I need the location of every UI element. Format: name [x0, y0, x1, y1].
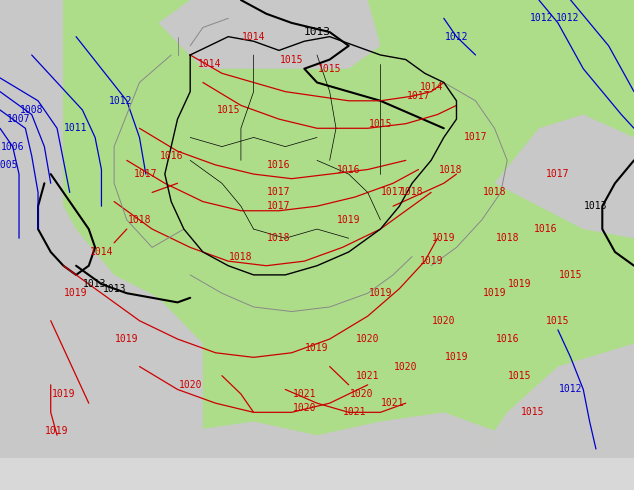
Text: 1016: 1016: [337, 165, 361, 174]
Text: 1018: 1018: [267, 233, 291, 243]
Text: 1020: 1020: [349, 389, 373, 399]
Text: 1015: 1015: [559, 270, 583, 280]
Text: 1017: 1017: [381, 187, 405, 197]
Text: 1019: 1019: [305, 343, 329, 353]
Text: 1017: 1017: [463, 132, 488, 143]
Text: 1021: 1021: [356, 370, 380, 381]
Text: 1018: 1018: [482, 187, 507, 197]
Text: 1021: 1021: [292, 389, 316, 399]
Text: Tu 28-05-2024 18:00 UTC (12+54): Tu 28-05-2024 18:00 UTC (12+54): [444, 465, 634, 477]
Text: 1019: 1019: [444, 352, 469, 363]
Text: 1017: 1017: [134, 169, 158, 179]
Text: 1018: 1018: [495, 233, 519, 243]
Polygon shape: [495, 115, 634, 238]
Text: 1016: 1016: [159, 151, 183, 161]
Text: 1014: 1014: [89, 247, 113, 257]
Text: 1017: 1017: [406, 91, 430, 101]
Text: 1012: 1012: [530, 13, 554, 24]
Text: 1019: 1019: [45, 426, 69, 436]
Text: 1006: 1006: [1, 142, 25, 151]
Text: 1018: 1018: [229, 251, 253, 262]
Text: 1015: 1015: [280, 54, 304, 65]
Text: 1019: 1019: [337, 215, 361, 225]
Text: 1017: 1017: [267, 201, 291, 211]
Polygon shape: [0, 0, 51, 115]
Text: 1012: 1012: [555, 13, 579, 24]
Text: 1019: 1019: [368, 288, 392, 298]
Text: 1020: 1020: [394, 362, 418, 371]
Text: 1019: 1019: [419, 256, 443, 266]
Text: 1016: 1016: [533, 224, 557, 234]
Text: 1018: 1018: [400, 187, 424, 197]
Text: 1019: 1019: [51, 389, 75, 399]
Text: 1015: 1015: [368, 119, 392, 129]
Text: 1014: 1014: [242, 32, 266, 42]
Text: 1021: 1021: [343, 407, 367, 417]
Polygon shape: [0, 115, 203, 458]
Text: 1021: 1021: [381, 398, 405, 408]
Text: 1013: 1013: [584, 201, 608, 211]
Text: 1019: 1019: [64, 288, 88, 298]
Text: 1008: 1008: [20, 105, 44, 115]
Text: 1013: 1013: [102, 284, 126, 294]
Text: 1020: 1020: [178, 380, 202, 390]
Text: 1017: 1017: [267, 187, 291, 197]
Text: Surface pressure [hPa] Arpege-eu: Surface pressure [hPa] Arpege-eu: [6, 465, 235, 477]
Text: 1015: 1015: [546, 316, 570, 326]
Text: 1020: 1020: [432, 316, 456, 326]
Text: 1013: 1013: [83, 279, 107, 289]
Text: 1012: 1012: [444, 32, 469, 42]
Text: 1018: 1018: [127, 215, 152, 225]
Text: 1011: 1011: [64, 123, 88, 133]
Text: © weatheronline.co.uk: © weatheronline.co.uk: [498, 480, 621, 490]
Polygon shape: [95, 413, 495, 458]
Text: 1019: 1019: [508, 279, 532, 289]
Text: 1015: 1015: [318, 64, 342, 74]
Text: 1015: 1015: [521, 407, 545, 417]
Text: 1015: 1015: [216, 105, 240, 115]
Text: 1016: 1016: [267, 160, 291, 170]
Text: 1019: 1019: [482, 288, 507, 298]
Text: 1020: 1020: [292, 403, 316, 413]
Text: 1005: 1005: [0, 160, 18, 170]
Text: 1014: 1014: [419, 82, 443, 92]
Text: 1018: 1018: [438, 165, 462, 174]
Text: 1019: 1019: [115, 334, 139, 344]
Text: 1007: 1007: [7, 114, 31, 124]
Text: 1012: 1012: [559, 385, 583, 394]
Text: 1013: 1013: [304, 27, 330, 37]
Polygon shape: [476, 343, 634, 458]
Text: 1014: 1014: [197, 59, 221, 69]
Text: 1020: 1020: [356, 334, 380, 344]
Polygon shape: [158, 0, 380, 69]
Text: 1017: 1017: [546, 169, 570, 179]
Text: 1012: 1012: [108, 96, 133, 106]
Text: 1019: 1019: [432, 233, 456, 243]
Text: 1015: 1015: [508, 370, 532, 381]
Text: 1016: 1016: [495, 334, 519, 344]
